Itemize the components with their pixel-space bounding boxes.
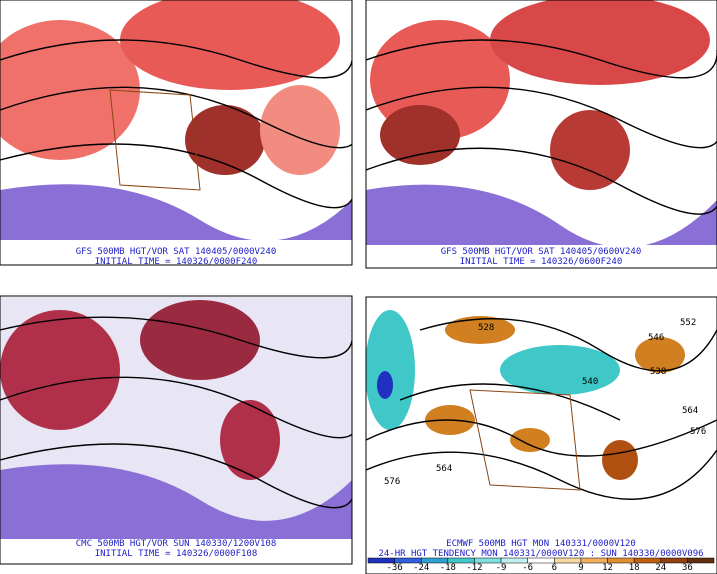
initial-time: INITIAL TIME = 140326/0000F108 <box>95 549 258 559</box>
colorbar-label: 24 <box>655 563 666 573</box>
map-caption: CMC 500MB HGT/VOR SUN 140330/1200V108 <box>76 539 276 549</box>
initial-time: INITIAL TIME = 140326/0000F240 <box>95 257 258 267</box>
colorbar-label: 36 <box>682 563 693 573</box>
colorbar-label: -36 <box>386 563 402 573</box>
initial-time: INITIAL TIME = 140326/0600F240 <box>460 257 623 267</box>
colorbar-label: 9 <box>578 563 583 573</box>
colorbar-label: 12 <box>602 563 613 573</box>
contour-label: 552 <box>680 318 696 328</box>
contour-label: 564 <box>436 464 452 474</box>
contour-label: 576 <box>690 427 706 437</box>
map-caption: ECMWF 500MB HGT MON 140331/0000V120 <box>446 539 636 549</box>
contour-label: 576 <box>384 477 400 487</box>
colorbar-box <box>687 557 715 564</box>
map-panel <box>366 0 717 245</box>
map-panel <box>0 0 352 240</box>
colorbar-label: 6 <box>552 563 557 573</box>
contour-label: 546 <box>648 333 664 343</box>
panel-border <box>365 296 717 574</box>
panel-border <box>0 0 353 266</box>
colorbar-label: 18 <box>629 563 640 573</box>
panel-border <box>0 295 353 565</box>
panel-border <box>365 0 717 269</box>
map-caption: GFS 500MB HGT/VOR SAT 140405/0600V240 <box>441 247 641 257</box>
contour-label: 528 <box>478 323 494 333</box>
map-panel <box>366 298 717 543</box>
colorbar-label: -6 <box>522 563 533 573</box>
contour-label: 564 <box>682 406 698 416</box>
map-panel <box>0 297 352 539</box>
contour-label: 538 <box>650 367 666 377</box>
colorbar-label: -12 <box>466 563 482 573</box>
contour-label: 540 <box>582 377 598 387</box>
colorbar: -36 -24 -18 -12 -9 -6 6 9 12 18 24 36 <box>367 557 715 573</box>
map-caption: GFS 500MB HGT/VOR SAT 140405/0000V240 <box>76 247 276 257</box>
colorbar-label: -24 <box>413 563 429 573</box>
colorbar-label: -18 <box>440 563 456 573</box>
initial-time: 24-HR HGT TENDENCY MON 140331/0000V120 :… <box>378 549 703 559</box>
colorbar-label: -9 <box>496 563 507 573</box>
